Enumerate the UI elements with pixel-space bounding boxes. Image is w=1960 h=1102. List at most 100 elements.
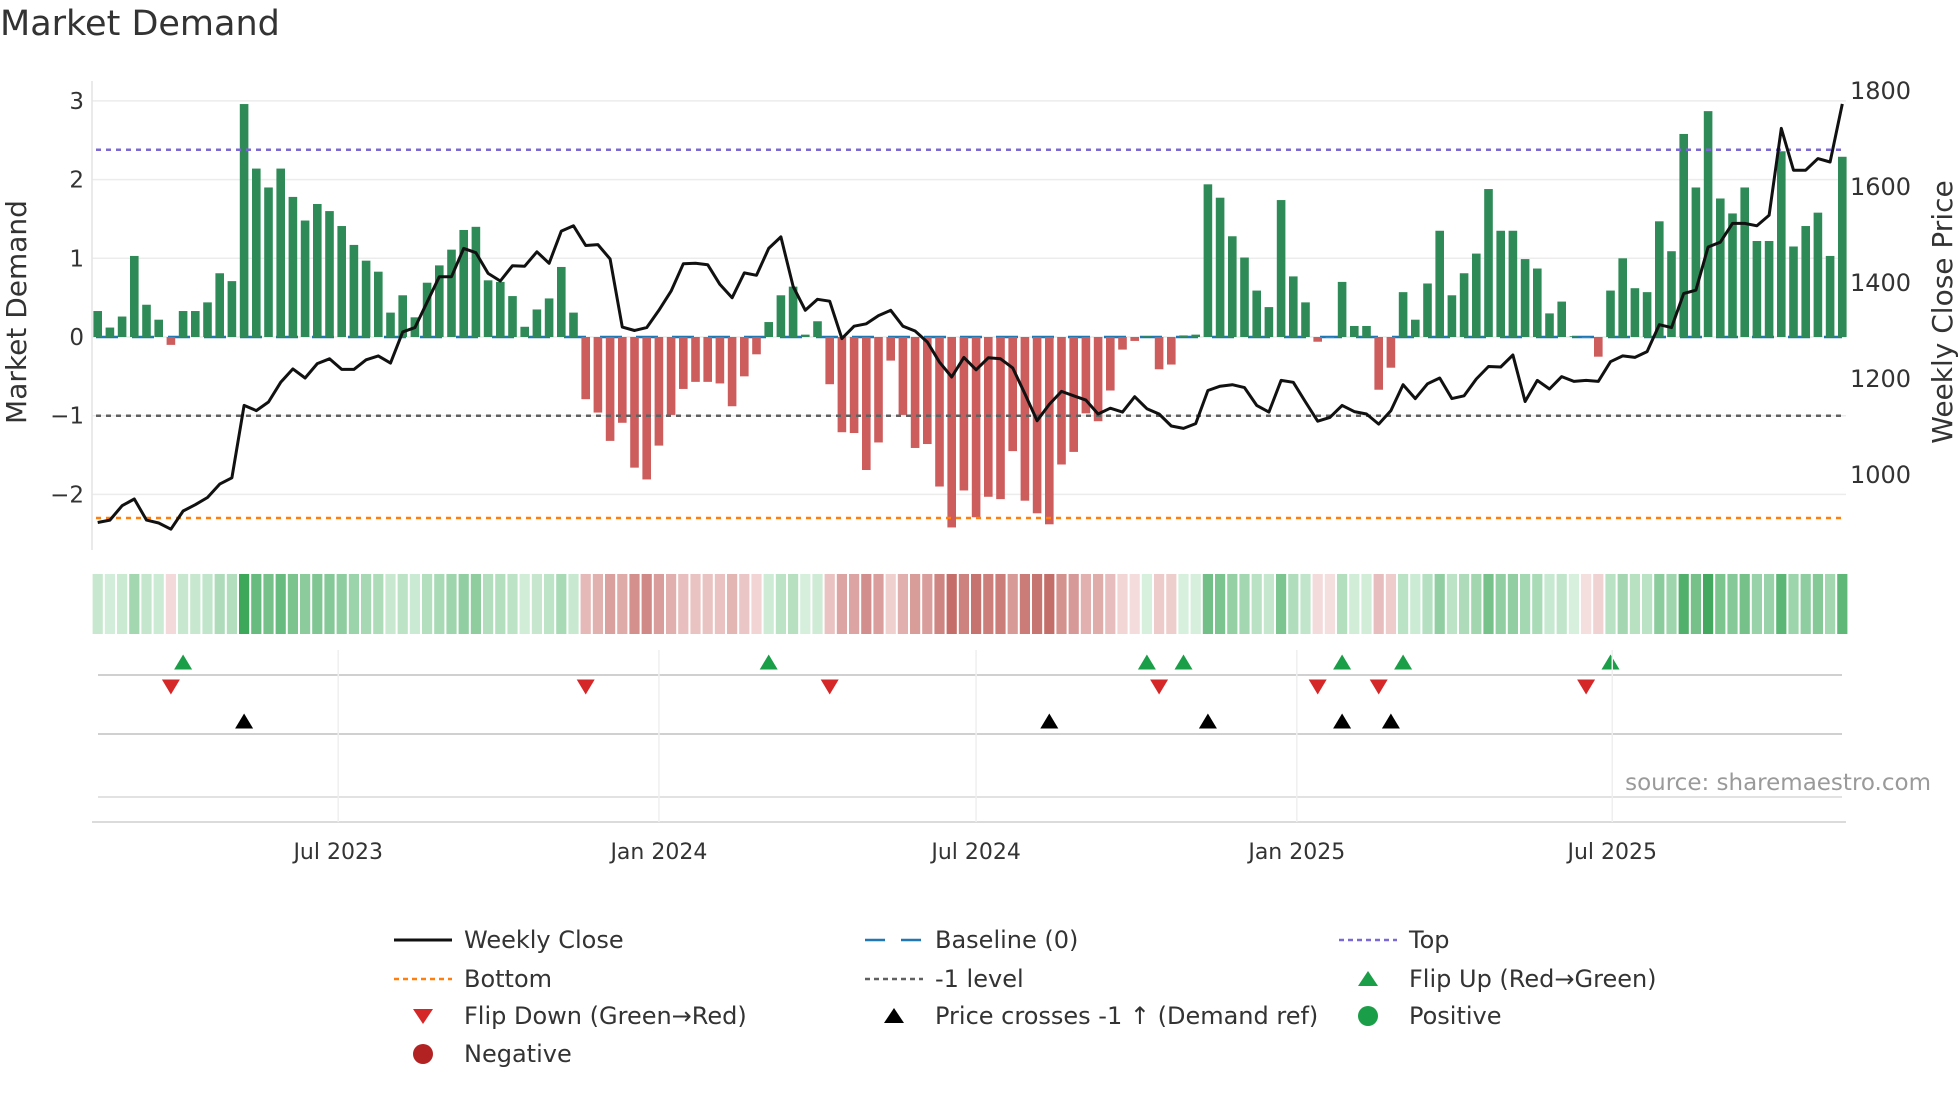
heatmap-cell (1471, 574, 1482, 634)
demand-bar (1484, 189, 1493, 337)
heatmap-cell (812, 574, 823, 634)
heatmap-cell (922, 574, 933, 634)
heatmap-cell (1666, 574, 1677, 634)
flip-up-marker (759, 654, 778, 670)
demand-bar (996, 337, 1005, 500)
demand-bar (142, 304, 151, 337)
heatmap-cell (1629, 574, 1640, 634)
demand-bar (447, 249, 456, 337)
flip-down-marker (1150, 679, 1169, 695)
heatmap-cell (1654, 574, 1665, 634)
demand-bar (1337, 281, 1347, 337)
demand-bar (1496, 230, 1505, 337)
heatmap-cell (226, 574, 237, 634)
heatmap-cell (1337, 574, 1348, 634)
demand-bar (886, 337, 895, 361)
heatmap-cell (470, 574, 481, 634)
heatmap-cell (1764, 574, 1775, 634)
heatmap-cell (1581, 574, 1592, 634)
demand-bar (1167, 337, 1176, 365)
demand-bar (1362, 325, 1371, 337)
heatmap-cell (958, 574, 969, 634)
heatmap-cell (214, 574, 225, 634)
demand-bar (557, 266, 566, 337)
heatmap-cell (1678, 574, 1689, 634)
heatmap-cell (1288, 574, 1299, 634)
heatmap-cell (1434, 574, 1445, 634)
demand-bar (313, 203, 322, 337)
demand-bar (776, 295, 786, 337)
heatmap-cell (531, 574, 542, 634)
demand-bar (1533, 268, 1542, 337)
heatmap-cell (165, 574, 176, 634)
demand-bar (1411, 319, 1420, 337)
demand-bar (386, 312, 395, 337)
demand-bar (1093, 337, 1103, 422)
demand-bar (752, 337, 761, 355)
y-tick-label: 3 (69, 89, 84, 115)
demand-bar (1191, 334, 1200, 337)
flip-up-marker (1601, 654, 1620, 670)
legend-item-close: Weekly Close (394, 925, 624, 955)
demand-bar (325, 211, 334, 337)
heatmap-cell (824, 574, 835, 634)
demand-bar (764, 322, 773, 337)
demand-bar (630, 337, 639, 468)
demand-bar (825, 337, 834, 385)
demand-bar (105, 327, 115, 337)
demand-bar (910, 337, 920, 448)
demand-bar (849, 337, 859, 434)
heatmap-cell (1800, 574, 1811, 634)
heatmap-cell (361, 574, 372, 634)
heatmap-cell (1093, 574, 1104, 634)
y2-tick-label: 1000 (1850, 461, 1911, 489)
heatmap-cell (910, 574, 921, 634)
legend-label: Price crosses -1 ↑ (Demand ref) (935, 1002, 1319, 1030)
legend-symbol-bottom-icon (394, 977, 452, 981)
demand-bar (422, 282, 432, 337)
demand-bar (117, 316, 127, 337)
heatmap-cell (1825, 574, 1836, 634)
demand-bar (1581, 337, 1591, 338)
heatmap-cell (1727, 574, 1738, 634)
heatmap-cell (1459, 574, 1470, 634)
demand-bar (1642, 292, 1652, 337)
demand-bar (349, 244, 359, 337)
demand-bar (740, 337, 749, 377)
demand-bar (691, 337, 700, 382)
demand-bar (1618, 258, 1627, 337)
legend-label: Baseline (0) (935, 926, 1079, 954)
demand-bar (1813, 212, 1823, 337)
legend-label: Flip Down (Green→Red) (464, 1002, 747, 1030)
demand-bar (679, 337, 688, 389)
demand-bar (459, 229, 468, 337)
heatmap-cell (934, 574, 945, 634)
heatmap-cell (690, 574, 701, 634)
heatmap-cell (1776, 574, 1787, 634)
heatmap-cell (1410, 574, 1421, 634)
demand-bar (923, 337, 932, 445)
y-tick-label: 2 (69, 168, 84, 194)
x-tick-label: Jul 2023 (291, 840, 383, 865)
heatmap-cell (653, 574, 664, 634)
heatmap-cell (617, 574, 628, 634)
heatmap-cell (251, 574, 262, 634)
heatmap-cell (178, 574, 189, 634)
heatmap-cell (1044, 574, 1055, 634)
demand-bar (727, 337, 737, 407)
heatmap-cell (1312, 574, 1323, 634)
demand-bar (642, 337, 651, 480)
heatmap-cell (1739, 574, 1750, 634)
demand-bar (862, 337, 871, 471)
heatmap-cell (1520, 574, 1531, 634)
heatmap-cell (1032, 574, 1043, 634)
heatmap-cell (263, 574, 274, 634)
demand-bar (239, 104, 249, 337)
y2-tick-label: 1200 (1850, 365, 1911, 393)
demand-bar (1630, 288, 1640, 337)
demand-bar (252, 168, 261, 337)
demand-bar (898, 337, 908, 415)
heatmap-cell (946, 574, 957, 634)
heatmap-cell (1593, 574, 1604, 634)
demand-bar (1264, 307, 1274, 337)
